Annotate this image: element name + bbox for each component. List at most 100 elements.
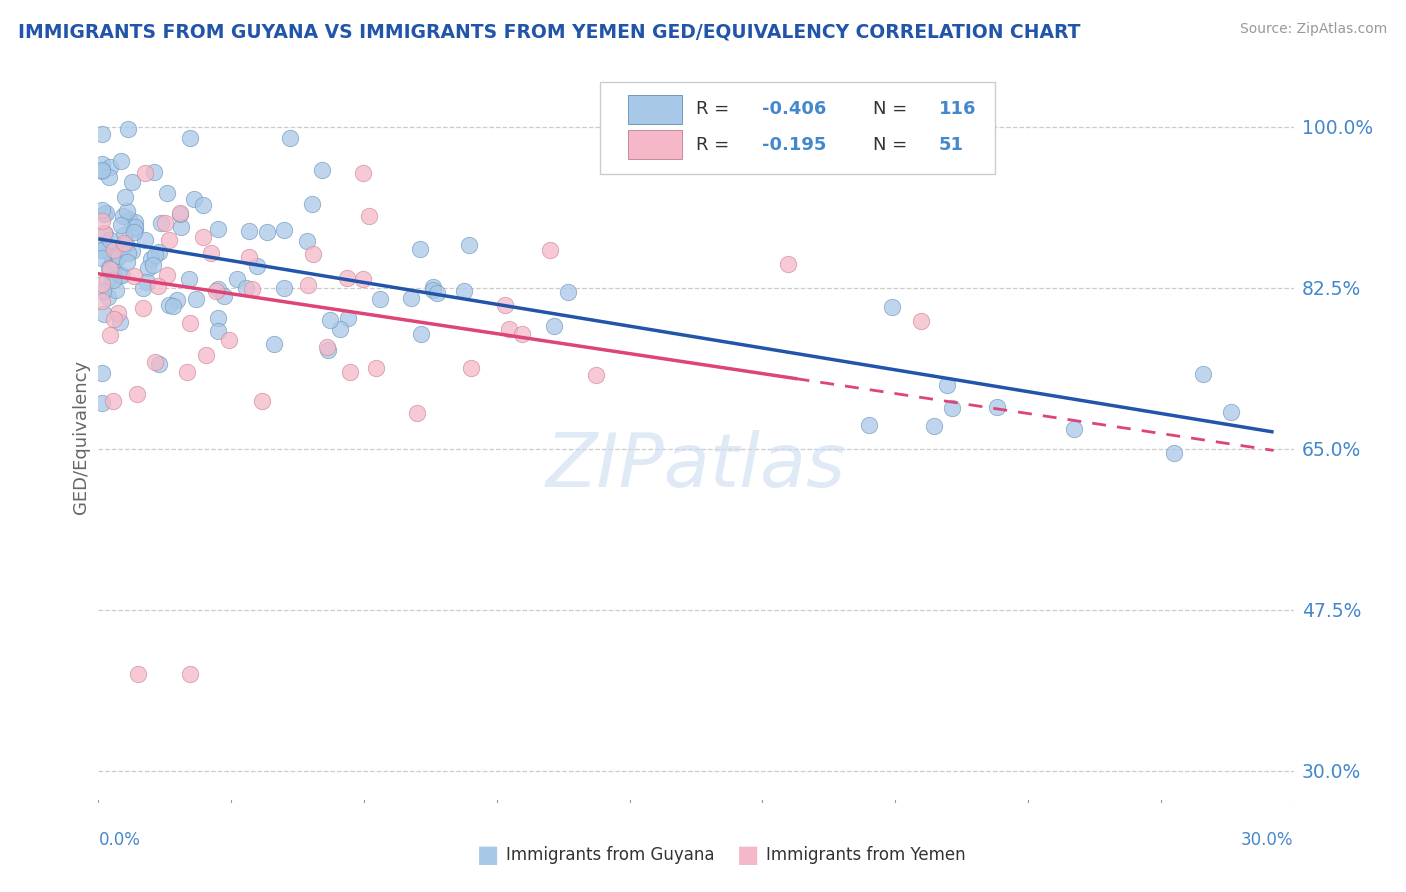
Point	[115, 255, 138, 269]
Point	[121, 244, 143, 259]
Point	[191, 198, 214, 212]
Point	[162, 299, 184, 313]
Point	[316, 343, 339, 358]
Point	[273, 280, 295, 294]
Point	[91, 163, 114, 178]
Point	[91, 277, 114, 291]
Y-axis label: GED/Equivalency: GED/Equivalency	[72, 360, 90, 514]
Point	[302, 246, 325, 260]
Point	[124, 215, 146, 229]
Point	[235, 281, 257, 295]
Point	[125, 387, 148, 401]
Point	[93, 307, 115, 321]
Point	[207, 221, 229, 235]
Text: ■: ■	[737, 843, 759, 866]
Point	[118, 212, 141, 227]
Point	[103, 273, 125, 287]
Point	[297, 277, 319, 292]
Point	[922, 418, 945, 433]
Point	[910, 314, 932, 328]
Point	[498, 322, 520, 336]
Point	[177, 272, 200, 286]
Point	[98, 160, 121, 174]
Point	[91, 164, 114, 178]
Point	[148, 358, 170, 372]
Point	[183, 192, 205, 206]
Point	[936, 378, 959, 392]
Point	[426, 285, 449, 300]
Point	[557, 285, 579, 300]
Point	[148, 279, 170, 293]
Point	[91, 243, 114, 257]
Point	[93, 237, 115, 252]
Point	[134, 234, 156, 248]
Point	[1192, 367, 1215, 381]
Point	[238, 224, 260, 238]
Point	[406, 406, 429, 420]
Point	[278, 130, 301, 145]
Point	[297, 234, 319, 248]
Point	[301, 197, 323, 211]
Text: ZIPatlas: ZIPatlas	[546, 430, 846, 502]
Point	[112, 210, 135, 224]
Point	[131, 301, 153, 316]
Point	[316, 340, 339, 354]
Point	[252, 393, 274, 408]
Point	[212, 288, 235, 302]
Point	[156, 186, 179, 200]
Point	[422, 283, 444, 297]
Point	[156, 268, 179, 282]
Point	[104, 255, 127, 269]
Point	[329, 322, 352, 336]
Point	[195, 348, 218, 362]
Point	[91, 214, 114, 228]
Point	[218, 333, 240, 347]
Point	[352, 272, 374, 286]
Point	[122, 269, 145, 284]
Point	[176, 365, 198, 379]
Point	[103, 262, 125, 277]
Bar	[628, 95, 682, 124]
Point	[453, 284, 475, 298]
Text: N =: N =	[873, 101, 912, 119]
Point	[131, 281, 153, 295]
Point	[157, 233, 180, 247]
Point	[91, 202, 114, 217]
Text: 51: 51	[939, 136, 963, 153]
Point	[246, 259, 269, 273]
Point	[114, 190, 136, 204]
Text: Source: ZipAtlas.com: Source: ZipAtlas.com	[1240, 22, 1388, 37]
Point	[494, 298, 516, 312]
Point	[114, 228, 136, 243]
Point	[112, 239, 135, 253]
Point	[585, 368, 607, 382]
Point	[124, 222, 146, 236]
Point	[170, 219, 193, 234]
Point	[422, 280, 444, 294]
Point	[143, 248, 166, 262]
Point	[311, 163, 333, 178]
Point	[127, 667, 149, 681]
Point	[337, 311, 360, 326]
Text: N =: N =	[873, 136, 912, 153]
Point	[179, 130, 201, 145]
Point	[142, 258, 165, 272]
Point	[98, 234, 121, 248]
Point	[357, 209, 380, 223]
Point	[240, 282, 263, 296]
Point	[263, 337, 285, 351]
Point	[96, 273, 118, 287]
Point	[149, 216, 172, 230]
Point	[460, 360, 482, 375]
Point	[91, 293, 114, 308]
Point	[941, 401, 963, 415]
Point	[91, 366, 114, 380]
Point	[101, 261, 124, 276]
Text: ■: ■	[477, 843, 499, 866]
Point	[882, 300, 904, 314]
Point	[136, 275, 159, 289]
Point	[121, 175, 143, 189]
Point	[94, 227, 117, 242]
Point	[169, 207, 191, 221]
Point	[207, 324, 229, 338]
